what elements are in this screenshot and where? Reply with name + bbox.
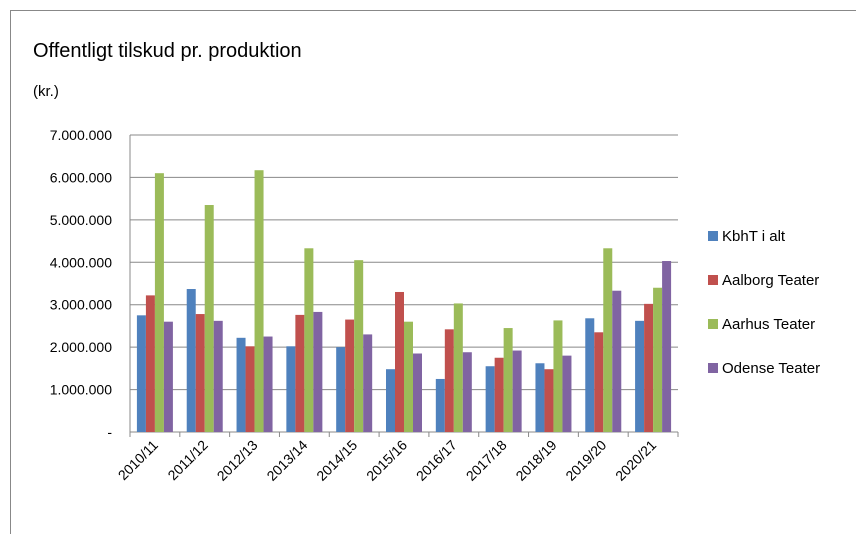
y-tick-label: 6.000.000: [50, 169, 112, 185]
bar: [313, 311, 323, 432]
legend-swatch: [708, 231, 718, 241]
bar: [585, 318, 595, 432]
bar: [354, 260, 364, 432]
bar: [304, 248, 314, 432]
bar: [345, 319, 355, 432]
bar: [363, 334, 373, 432]
bar: [544, 369, 554, 432]
bar: [494, 357, 504, 432]
legend-swatch: [708, 319, 718, 329]
bar: [462, 352, 472, 432]
bar: [295, 314, 305, 432]
bar: [612, 290, 622, 432]
y-tick-label: 5.000.000: [50, 212, 112, 228]
bar: [286, 346, 296, 432]
y-tick-label: 7.000.000: [50, 127, 112, 143]
bar: [453, 303, 463, 432]
bar: [336, 347, 346, 432]
bar: [263, 336, 273, 432]
bar: [163, 321, 173, 432]
legend-swatch: [708, 275, 718, 285]
bar: [136, 315, 146, 432]
legend-label: Odense Teater: [722, 360, 820, 377]
bar: [503, 328, 513, 432]
y-tick-label: 2.000.000: [50, 339, 112, 355]
y-tick-label: 1.000.000: [50, 382, 112, 398]
bar: [145, 295, 155, 432]
bar: [413, 353, 422, 432]
legend-label: Aarhus Teater: [722, 316, 815, 333]
bar: [404, 321, 413, 432]
legend-label: Aalborg Teater: [722, 272, 819, 289]
bar: [562, 355, 572, 432]
y-tick-label: 3.000.000: [50, 297, 112, 313]
bar: [512, 350, 522, 432]
bar: [635, 320, 645, 432]
bar: [594, 332, 604, 432]
chart-subtitle: (kr.): [33, 83, 59, 100]
bar: [603, 248, 613, 432]
legend-label: KbhT i alt: [722, 228, 786, 245]
y-tick-label: 4.000.000: [50, 254, 112, 270]
bar: [444, 329, 454, 432]
y-tick-label: -: [107, 424, 112, 440]
bar: [204, 205, 214, 432]
bar: [553, 320, 563, 432]
chart-title: Offentligt tilskud pr. produktion: [33, 40, 302, 62]
bar: [662, 261, 672, 432]
bar: [245, 346, 255, 432]
bar: [395, 291, 404, 432]
bar: [254, 170, 264, 433]
bar: [653, 287, 663, 432]
bar: [485, 366, 495, 432]
chart-frame: [10, 10, 856, 534]
bar: [186, 289, 196, 432]
bar: [386, 369, 395, 432]
legend-swatch: [708, 363, 718, 373]
bar: [195, 314, 205, 432]
bar: [154, 173, 164, 432]
bar: [535, 363, 545, 432]
bar: [236, 337, 246, 432]
bar: [435, 378, 445, 432]
bar: [213, 320, 223, 432]
bar: [644, 303, 654, 432]
